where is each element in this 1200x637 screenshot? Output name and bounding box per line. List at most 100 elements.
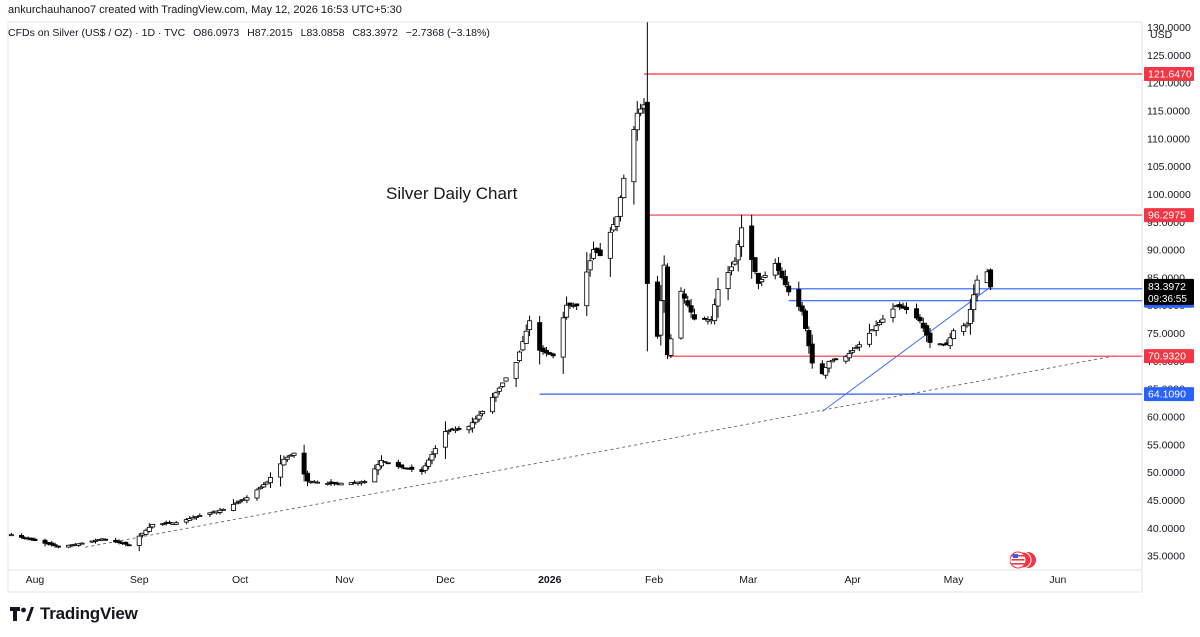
up-candle	[735, 244, 741, 261]
up-candle	[850, 350, 856, 353]
up-candle	[237, 500, 243, 503]
up-candle	[267, 477, 273, 484]
time-tick-label: Mar	[739, 574, 758, 586]
down-candle	[304, 472, 310, 482]
down-candle	[52, 544, 58, 547]
up-candle	[829, 359, 835, 363]
tradingview-brand[interactable]: TradingView	[10, 603, 138, 625]
time-tick-label: Oct	[232, 574, 248, 586]
price-tick-label: 105.0000	[1147, 161, 1191, 173]
down-candle	[550, 353, 556, 357]
down-candle	[395, 461, 401, 467]
chart-annotation-text[interactable]: Silver Daily Chart	[386, 184, 518, 203]
up-candle	[584, 271, 590, 307]
up-candle	[877, 322, 883, 326]
up-candle	[712, 304, 718, 322]
up-candle	[516, 351, 522, 361]
down-candle	[782, 276, 788, 286]
up-candle	[947, 337, 953, 347]
up-candle	[728, 266, 734, 272]
last-price-label: 83.3972	[1148, 281, 1186, 293]
symbol-legend[interactable]: CFDs on Silver (US$ / OZ) · 1D · TVC O86…	[8, 27, 495, 39]
level-price-label: 64.1090	[1148, 389, 1186, 401]
up-candle	[372, 468, 378, 483]
tradingview-logo-icon	[10, 607, 34, 621]
time-axis[interactable]: Aug Sep Oct Nov Dec 2026 Feb Mar Apr May Jun	[26, 574, 1067, 586]
price-tick-label: 75.0000	[1147, 328, 1185, 340]
up-candle	[76, 543, 82, 546]
us-flag-events-icon[interactable]	[1010, 551, 1038, 569]
trendlines[interactable]	[85, 286, 1116, 548]
up-candle	[971, 294, 977, 311]
down-candle	[537, 322, 543, 351]
up-candle	[278, 463, 284, 478]
price-axis[interactable]: 35.0000 40.0000 45.0000 50.0000 55.0000 60.00…	[1147, 22, 1191, 563]
up-candle	[493, 392, 499, 398]
up-candle	[967, 309, 973, 324]
up-candle	[476, 414, 482, 420]
close-value: C83.3972	[352, 27, 398, 39]
up-candle	[291, 452, 297, 456]
up-candle	[732, 260, 738, 265]
up-candle	[974, 279, 980, 295]
candles	[8, 22, 994, 552]
down-candle	[456, 428, 462, 430]
open-value: O86.0973	[193, 27, 240, 39]
time-tick-label: Sep	[130, 574, 149, 586]
down-candle	[924, 325, 930, 336]
up-candle	[725, 272, 731, 289]
up-candle	[634, 112, 640, 131]
up-candle	[496, 387, 502, 392]
up-candle	[197, 515, 203, 517]
up-candle	[190, 517, 196, 520]
bar-countdown-label: 09:36:55	[1148, 294, 1187, 305]
level-price-tag	[1144, 349, 1194, 364]
up-candle	[375, 464, 381, 471]
down-candle	[688, 305, 694, 313]
currency-label[interactable]: USD	[1150, 29, 1173, 41]
up-candle	[856, 344, 862, 348]
up-candle	[490, 397, 496, 413]
horizontal-levels[interactable]	[539, 73, 1142, 395]
price-tags: 121.647096.297583.045080.906070.932064.1…	[1144, 67, 1194, 402]
price-tick-label: 35.0000	[1147, 551, 1185, 563]
up-candle	[607, 231, 613, 259]
down-candle	[301, 452, 307, 475]
up-candle	[617, 197, 623, 217]
down-candle	[55, 545, 61, 548]
down-candle	[665, 266, 671, 356]
up-candle	[823, 367, 829, 376]
down-candle	[903, 306, 909, 311]
down-candle	[540, 347, 546, 353]
up-candle	[739, 227, 745, 248]
change-value: −2.7368 (−3.18%)	[405, 27, 490, 39]
down-candle	[786, 285, 792, 293]
up-candle	[631, 129, 637, 183]
down-candle	[543, 349, 549, 354]
level-price-label: 121.6470	[1148, 69, 1192, 81]
up-candle	[230, 503, 236, 511]
up-candle	[715, 289, 721, 307]
time-tick-label: Jun	[1049, 574, 1066, 586]
price-tick-label: 50.0000	[1147, 467, 1185, 479]
down-candle	[755, 272, 761, 284]
up-candle	[961, 325, 967, 332]
time-tick-label: Apr	[844, 574, 861, 586]
last-price-tag	[1144, 278, 1194, 305]
up-candle	[523, 330, 529, 344]
down-candle	[18, 535, 24, 538]
up-candle	[587, 260, 593, 271]
up-candle	[379, 459, 385, 467]
up-candle	[143, 529, 149, 535]
symbol-name[interactable]: CFDs on Silver (US$ / OZ) · 1D · TVC	[8, 27, 186, 39]
up-candle	[8, 534, 14, 537]
down-candle	[385, 462, 391, 465]
down-candle	[799, 305, 805, 312]
up-candle	[866, 332, 872, 345]
level-price-tag	[1144, 67, 1194, 82]
down-candle	[644, 101, 650, 284]
price-tick-label: 110.0000	[1147, 133, 1190, 145]
up-candle	[207, 512, 213, 515]
up-candle	[429, 453, 435, 461]
